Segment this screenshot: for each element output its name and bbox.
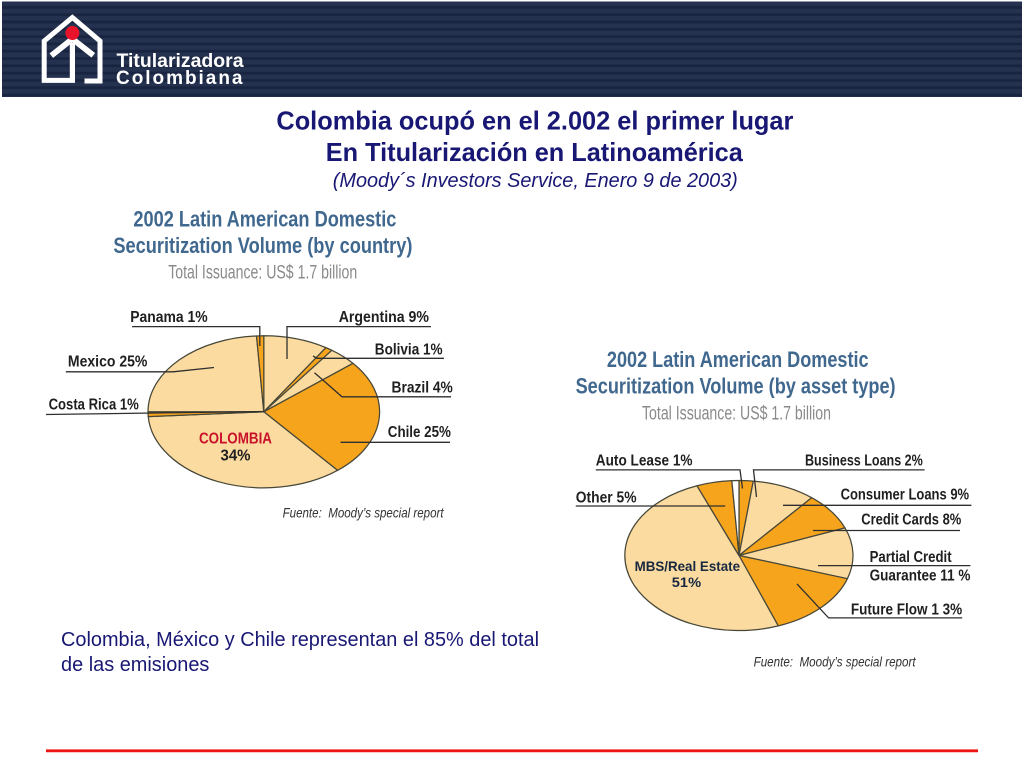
svg-text:Costa Rica 1%: Costa Rica 1% (49, 397, 139, 414)
svg-text:COLOMBIA: COLOMBIA (199, 431, 272, 448)
svg-text:Guarantee 11 %: Guarantee 11 % (870, 567, 971, 584)
svg-text:Business Loans 2%: Business Loans 2% (805, 452, 923, 469)
svg-text:Brazil 4%: Brazil 4% (392, 380, 453, 397)
svg-text:Colombia, México y Chile repre: Colombia, México y Chile representan el … (61, 629, 539, 651)
svg-text:Other 5%: Other 5% (576, 490, 637, 507)
svg-text:Colombia ocupó en el 2.002 el: Colombia ocupó en el 2.002 el primer lug… (276, 106, 793, 136)
svg-text:2002 Latin American Domestic: 2002 Latin American Domestic (133, 207, 396, 232)
svg-text:2002 Latin American Domestic: 2002 Latin American Domestic (607, 347, 869, 372)
svg-text:Fuente: Moody’s special repor: Fuente: Moody’s special report (754, 654, 917, 670)
svg-text:Total Issuance: US$ 1.7 billio: Total Issuance: US$ 1.7 billion (168, 263, 357, 284)
svg-text:Titularizadora: Titularizadora (117, 51, 244, 72)
svg-text:de las emisiones: de las emisiones (61, 654, 209, 676)
svg-text:(Moody´s Investors Service, En: (Moody´s Investors Service, Enero 9 de 2… (333, 170, 738, 192)
svg-text:51%: 51% (672, 574, 702, 590)
svg-text:Securitization Volume (by coun: Securitization Volume (by country) (113, 233, 412, 258)
svg-text:Auto Lease 1%: Auto Lease 1% (596, 452, 693, 469)
svg-text:Colombiana: Colombiana (116, 68, 243, 89)
svg-text:Future Flow 1 3%: Future Flow 1 3% (851, 601, 962, 618)
svg-text:Fuente: Moody’s special repor: Fuente: Moody’s special report (283, 505, 445, 521)
svg-text:Consumer Loans 9%: Consumer Loans 9% (841, 487, 970, 504)
svg-text:En Titularización en Latinoamé: En Titularización en Latinoamérica (326, 137, 744, 167)
svg-text:Mexico 25%: Mexico 25% (68, 354, 147, 371)
svg-text:Chile 25%: Chile 25% (388, 424, 451, 441)
svg-text:MBS/Real Estate: MBS/Real Estate (635, 558, 741, 574)
svg-text:Credit Cards 8%: Credit Cards 8% (861, 512, 961, 529)
svg-text:Partial Credit: Partial Credit (870, 549, 953, 566)
svg-text:Panama 1%: Panama 1% (130, 309, 207, 326)
svg-text:Bolivia 1%: Bolivia 1% (375, 342, 443, 359)
svg-text:Total Issuance: US$ 1.7 billio: Total Issuance: US$ 1.7 billion (642, 404, 831, 425)
svg-text:Argentina 9%: Argentina 9% (339, 309, 429, 326)
svg-text:Securitization Volume (by asse: Securitization Volume (by asset type) (576, 374, 896, 399)
svg-text:34%: 34% (221, 448, 251, 465)
